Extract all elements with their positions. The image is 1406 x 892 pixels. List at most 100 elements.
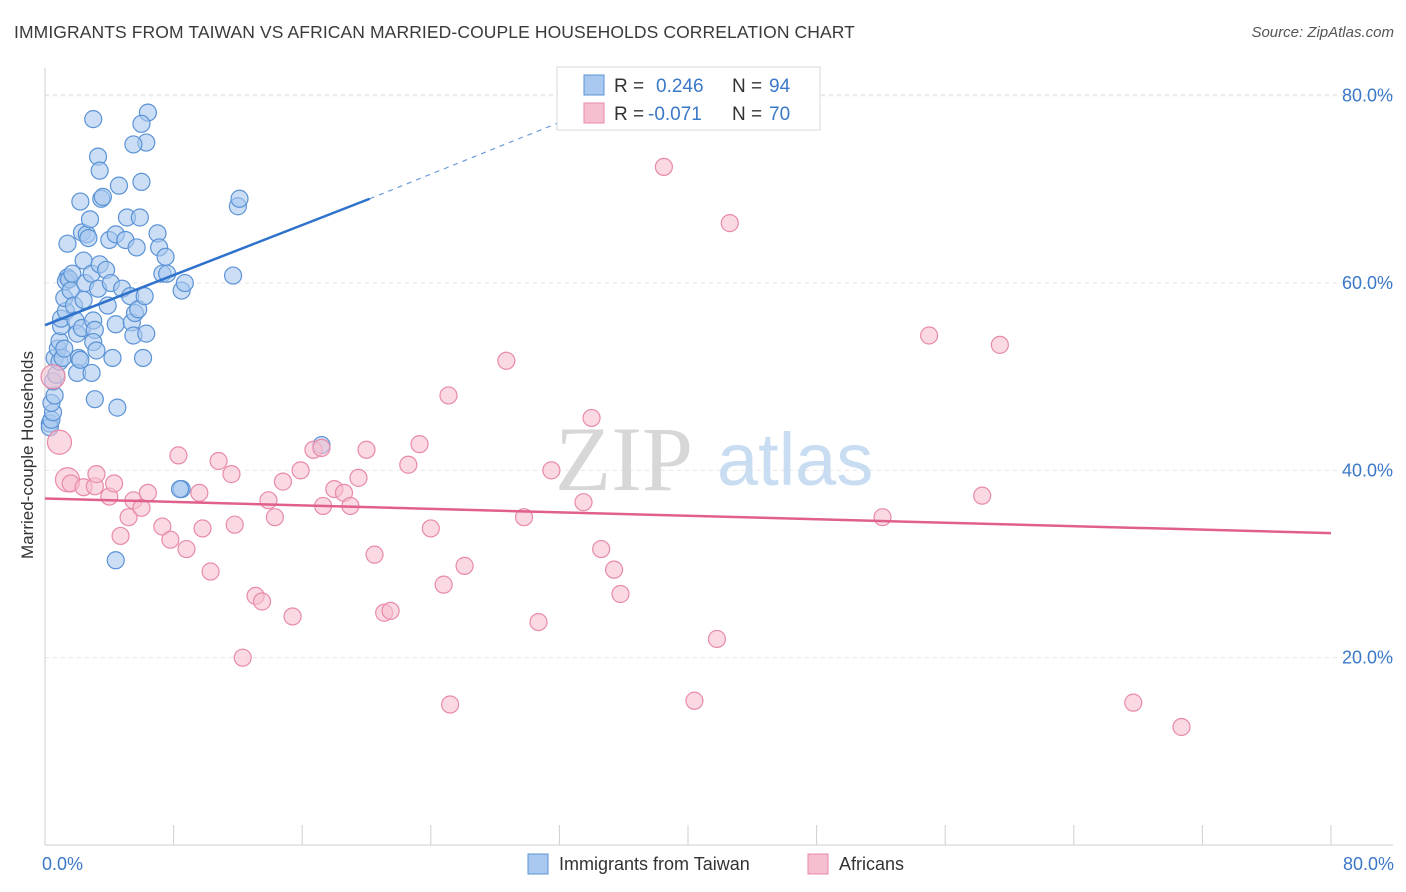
trendlines bbox=[44, 118, 1332, 535]
taiwan-point bbox=[230, 189, 249, 208]
africans-point bbox=[973, 486, 992, 505]
africans-point bbox=[654, 157, 673, 177]
africans-point bbox=[153, 517, 172, 536]
africans-point bbox=[707, 629, 727, 649]
africans-point bbox=[312, 438, 331, 457]
africans-point bbox=[685, 691, 704, 710]
africans-point bbox=[529, 612, 548, 632]
africans-point bbox=[291, 461, 310, 480]
africans-point bbox=[455, 556, 474, 575]
stats-n-value-africans: 70 bbox=[769, 104, 790, 125]
africans-point bbox=[132, 498, 151, 517]
y-tick-label-40: 40.0% bbox=[1342, 460, 1393, 480]
stats-box: R = 0.246 N = 94 R = -0.071 N = 70 bbox=[556, 66, 821, 131]
taiwan-point bbox=[58, 234, 77, 253]
gridlines bbox=[45, 94, 1393, 659]
legend: Immigrants from Taiwan Africans bbox=[527, 853, 904, 875]
africans-point bbox=[497, 351, 516, 370]
stats-n-value-taiwan: 94 bbox=[769, 76, 791, 97]
africans-points bbox=[40, 157, 1191, 737]
trendline-taiwan-extension bbox=[369, 118, 568, 200]
stats-r-label-africans: R = bbox=[614, 104, 644, 125]
legend-swatch-taiwan bbox=[527, 853, 549, 875]
legend-label-africans: Africans bbox=[839, 854, 904, 874]
chart-source: Source: ZipAtlas.com bbox=[1251, 24, 1394, 41]
stats-r-label-taiwan: R = bbox=[614, 76, 644, 97]
africans-point bbox=[421, 519, 440, 538]
africans-point bbox=[920, 326, 939, 345]
y-tick-label-60: 60.0% bbox=[1342, 273, 1393, 293]
africans-point bbox=[190, 483, 209, 502]
taiwan-point bbox=[175, 273, 194, 293]
taiwan-point bbox=[108, 398, 127, 417]
africans-point bbox=[46, 429, 73, 455]
africans-point bbox=[193, 519, 212, 538]
africans-point bbox=[273, 472, 293, 491]
africans-point bbox=[611, 584, 630, 604]
africans-point bbox=[720, 214, 739, 233]
africans-point bbox=[873, 508, 892, 527]
africans-point bbox=[440, 695, 460, 714]
taiwan-point bbox=[79, 228, 98, 248]
stats-r-value-taiwan: 0.246 bbox=[656, 76, 704, 97]
taiwan-point bbox=[223, 266, 243, 285]
taiwan-point bbox=[109, 176, 129, 195]
africans-point bbox=[283, 607, 302, 626]
africans-point bbox=[990, 335, 1009, 354]
stats-n-label-africans: N = bbox=[732, 104, 762, 125]
trendline-africans bbox=[44, 497, 1332, 535]
y-axis-title: Married-couple Households bbox=[18, 351, 37, 559]
taiwan-point bbox=[84, 110, 103, 129]
africans-point bbox=[439, 386, 458, 405]
taiwan-point bbox=[71, 350, 90, 369]
africans-point bbox=[201, 562, 220, 581]
taiwan-point bbox=[135, 287, 154, 306]
taiwan-point bbox=[106, 315, 125, 334]
taiwan-points bbox=[40, 103, 331, 570]
x-tick-label-max: 80.0% bbox=[1343, 854, 1394, 874]
chart-title: IMMIGRANTS FROM TAIWAN VS AFRICAN MARRIE… bbox=[14, 22, 855, 42]
taiwan-point bbox=[127, 238, 146, 257]
africans-point bbox=[592, 539, 611, 559]
taiwan-point bbox=[71, 192, 90, 211]
taiwan-point bbox=[82, 363, 101, 383]
africans-point bbox=[105, 474, 124, 493]
africans-point bbox=[514, 508, 534, 527]
stats-r-value-africans: -0.071 bbox=[648, 104, 702, 125]
taiwan-point bbox=[170, 479, 190, 499]
africans-point bbox=[161, 530, 180, 549]
africans-point bbox=[138, 483, 157, 502]
x-tick-label-min: 0.0% bbox=[42, 854, 83, 874]
africans-point bbox=[434, 575, 453, 594]
africans-point bbox=[259, 491, 278, 510]
africans-point bbox=[265, 508, 284, 527]
africans-point bbox=[1172, 717, 1191, 737]
africans-point bbox=[410, 435, 429, 454]
stats-swatch-taiwan bbox=[583, 74, 605, 96]
africans-point bbox=[365, 545, 384, 564]
legend-label-taiwan: Immigrants from Taiwan bbox=[559, 854, 750, 874]
x-tick-labels: 0.0% 80.0% bbox=[42, 854, 1394, 874]
axes bbox=[44, 68, 1393, 846]
africans-point bbox=[604, 560, 624, 579]
africans-point bbox=[1124, 693, 1143, 712]
taiwan-point bbox=[93, 187, 112, 206]
watermark-zip: ZIP bbox=[555, 408, 693, 510]
taiwan-point bbox=[90, 161, 109, 180]
taiwan-point bbox=[130, 208, 149, 227]
taiwan-point bbox=[85, 390, 104, 409]
africans-point bbox=[357, 440, 376, 459]
africans-point bbox=[119, 508, 138, 527]
africans-point bbox=[87, 465, 106, 484]
taiwan-point bbox=[156, 247, 175, 266]
africans-point bbox=[233, 648, 252, 667]
stats-swatch-africans bbox=[583, 102, 605, 124]
africans-point bbox=[209, 451, 228, 471]
taiwan-point bbox=[87, 341, 106, 360]
taiwan-point bbox=[80, 210, 100, 229]
taiwan-point bbox=[124, 135, 143, 154]
taiwan-point bbox=[55, 339, 74, 358]
taiwan-point bbox=[63, 264, 82, 283]
africans-point bbox=[40, 364, 66, 390]
